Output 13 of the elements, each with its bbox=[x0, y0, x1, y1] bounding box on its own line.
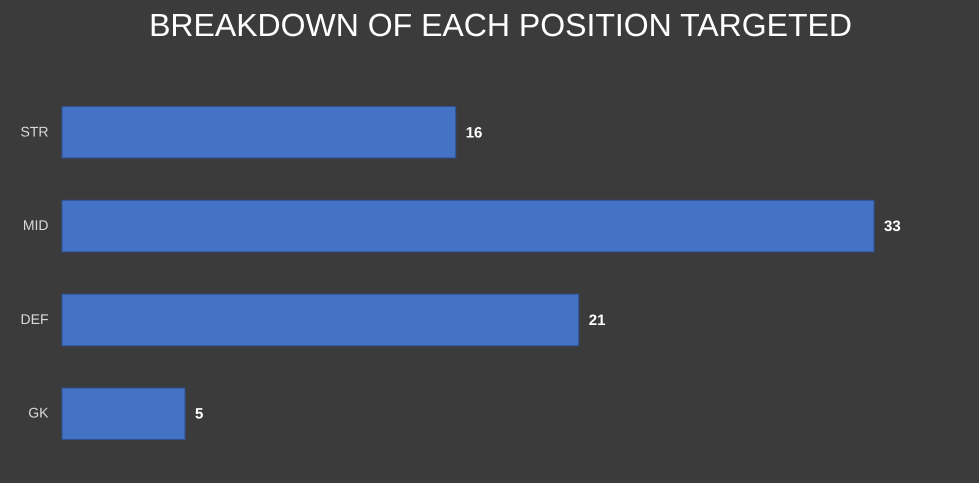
y-tick-label: STR bbox=[20, 123, 48, 140]
bar bbox=[62, 106, 456, 159]
y-tick-label: MID bbox=[22, 217, 48, 234]
bar bbox=[62, 387, 186, 440]
data-label: 16 bbox=[466, 124, 482, 142]
data-label: 5 bbox=[195, 406, 204, 423]
data-label: 33 bbox=[884, 218, 901, 236]
y-tick-label: GK bbox=[28, 404, 50, 421]
y-tick-label: DEF bbox=[20, 310, 48, 327]
bar bbox=[62, 200, 875, 252]
chart-title: BREAKDOWN OF EACH POSITION TARGETED bbox=[149, 7, 852, 43]
bar bbox=[62, 294, 580, 346]
data-label: 21 bbox=[588, 312, 606, 329]
